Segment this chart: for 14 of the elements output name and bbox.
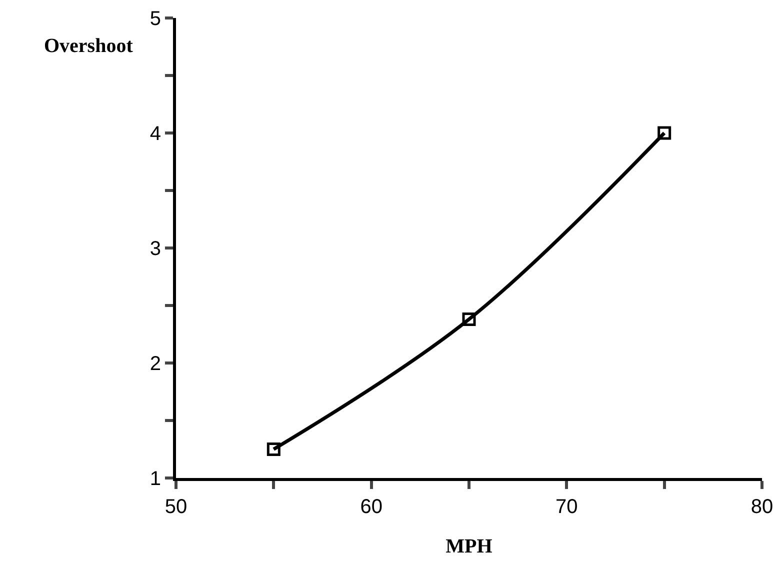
y-tick-label: 4: [150, 123, 161, 145]
point: [462, 312, 476, 326]
y-tick-label: 3: [150, 238, 161, 260]
x-tick-label: 70: [556, 496, 578, 518]
y-tick-label: 1: [150, 468, 161, 490]
x-axis-title: MPH: [446, 536, 493, 558]
point: [658, 126, 672, 140]
y-tick-label: 5: [150, 8, 161, 30]
point: [266, 442, 280, 456]
x-tick-label: 80: [750, 496, 774, 518]
x-tick-label: 60: [360, 496, 382, 518]
y-axis-title: Overshoot: [44, 35, 134, 57]
x-tick-label: 50: [164, 496, 188, 518]
y-tick-label: 2: [150, 353, 161, 375]
